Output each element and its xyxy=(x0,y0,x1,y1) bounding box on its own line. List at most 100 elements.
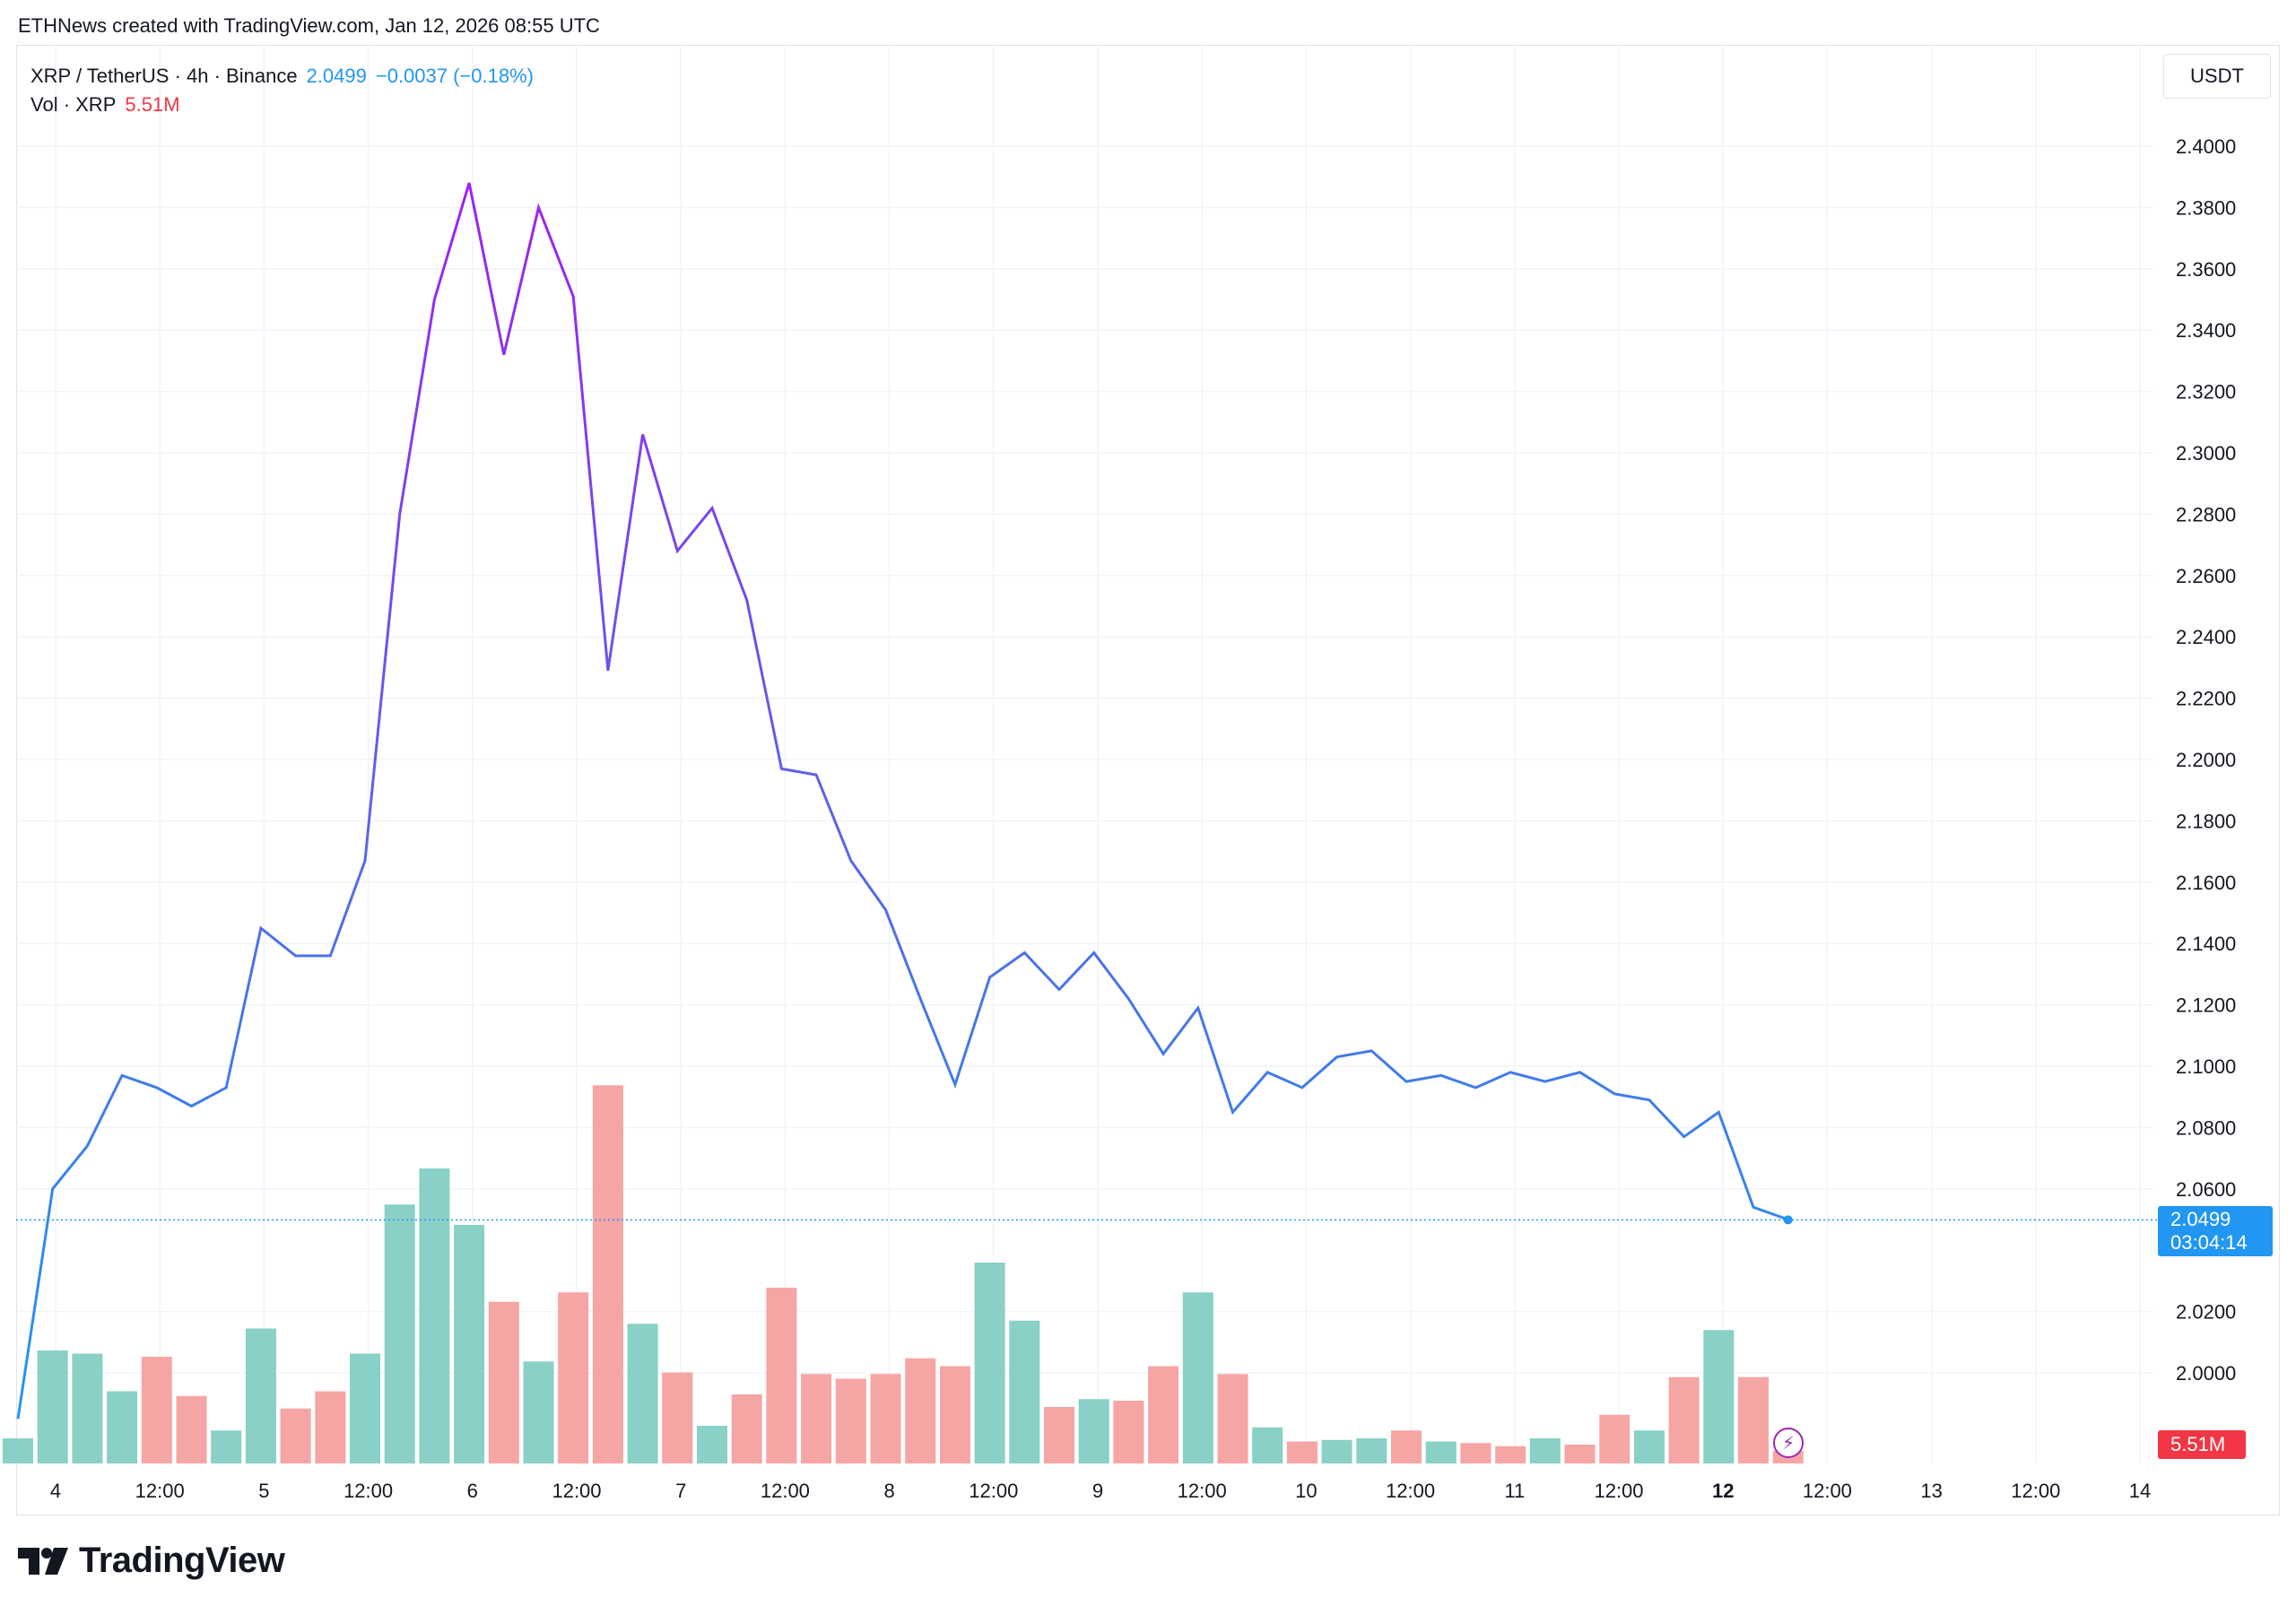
price-axis-label: 2.3400 xyxy=(2176,319,2236,342)
volume-bar xyxy=(1217,1374,1248,1463)
price-axis-label: 2.0000 xyxy=(2176,1362,2236,1385)
volume-bar xyxy=(731,1394,762,1463)
volume-bar xyxy=(1425,1441,1457,1463)
volume-bar xyxy=(1356,1438,1387,1463)
time-axis-label: 6 xyxy=(467,1480,478,1502)
volume-bar xyxy=(72,1353,103,1463)
volume-bar xyxy=(801,1374,832,1463)
volume-bar xyxy=(350,1353,380,1463)
volume-bar xyxy=(107,1391,138,1463)
price-axis-label: 2.3600 xyxy=(2176,258,2236,281)
volume-bar xyxy=(627,1324,658,1463)
volume-bar xyxy=(1044,1407,1074,1463)
time-axis-label: 7 xyxy=(675,1480,686,1502)
price-axis-label: 2.2400 xyxy=(2176,626,2236,648)
price-axis-label: 2.2800 xyxy=(2176,503,2236,525)
volume-bar xyxy=(280,1408,311,1463)
volume-bar xyxy=(141,1357,172,1463)
time-axis-label: 12:00 xyxy=(1178,1480,1227,1502)
chart-credit: ETHNews created with TradingView.com, Ja… xyxy=(18,14,600,37)
legend-volume-value: 5.51M xyxy=(125,93,180,116)
last-price-value: 2.0499 xyxy=(2170,1208,2231,1230)
volume-bar xyxy=(697,1426,727,1463)
price-axis-label: 2.1800 xyxy=(2176,810,2236,832)
currency-button[interactable]: USDT xyxy=(2163,54,2271,99)
tradingview-logo[interactable]: TradingView xyxy=(18,1541,285,1581)
volume-bar xyxy=(1182,1292,1213,1463)
price-axis-label: 2.2000 xyxy=(2176,749,2236,771)
volume-bar xyxy=(419,1168,450,1463)
volume-bar xyxy=(37,1350,68,1463)
legend-price: 2.0499 xyxy=(306,65,367,87)
volume-bar xyxy=(1391,1430,1422,1463)
price-axis-label: 2.0800 xyxy=(2176,1116,2236,1139)
flash-icon[interactable]: ⚡ xyxy=(1773,1428,1804,1458)
volume-bar xyxy=(939,1366,970,1463)
volume-bar xyxy=(1113,1401,1144,1463)
time-axis-label: 12:00 xyxy=(344,1480,393,1502)
volume-bar xyxy=(905,1358,936,1463)
time-axis-label: 12:00 xyxy=(552,1480,601,1502)
price-axis-label: 2.1000 xyxy=(2176,1055,2236,1078)
time-axis-label: 12:00 xyxy=(761,1480,810,1502)
price-axis-label: 2.3800 xyxy=(2176,196,2236,219)
legend-symbol: XRP / TetherUS · 4h · Binance xyxy=(30,65,298,87)
volume-bar xyxy=(1738,1376,1769,1463)
volume-bar xyxy=(662,1372,693,1463)
time-axis-label: 5 xyxy=(258,1480,269,1502)
volume-bar xyxy=(1599,1414,1631,1463)
volume-bar xyxy=(558,1292,589,1463)
time-axis-label: 12:00 xyxy=(1594,1480,1643,1502)
volume-bar xyxy=(1633,1430,1665,1463)
volume-bar xyxy=(974,1263,1005,1463)
volume-bar xyxy=(1668,1376,1700,1463)
tradingview-logo-text: TradingView xyxy=(79,1541,285,1580)
volume-bars xyxy=(3,1085,1804,1463)
volume-bar xyxy=(1703,1330,1735,1463)
price-axis-label: 2.3000 xyxy=(2176,442,2236,465)
last-price-tag: 2.0499 03:04:14 xyxy=(2158,1206,2273,1256)
volume-bar xyxy=(454,1225,485,1463)
time-axis-label: 9 xyxy=(1092,1480,1103,1502)
volume-bar xyxy=(1286,1441,1318,1463)
time-axis-label: 12:00 xyxy=(969,1480,1018,1502)
volume-bar xyxy=(523,1361,554,1463)
volume-bar xyxy=(176,1395,207,1463)
price-axis-label: 2.4000 xyxy=(2176,135,2236,158)
volume-bar xyxy=(211,1430,242,1463)
price-axis-label: 2.1600 xyxy=(2176,872,2236,894)
legend-change: −0.0037 (−0.18%) xyxy=(375,65,534,87)
time-axis-label: 4 xyxy=(50,1480,61,1502)
time-axis-label: 8 xyxy=(883,1480,894,1502)
last-price-dot xyxy=(1783,1215,1793,1225)
price-axis-label: 2.0200 xyxy=(2176,1301,2236,1324)
price-axis: 2.4000 2.3800 2.3600 2.3400 2.3200 2.3000 2.28… xyxy=(2176,135,2236,1385)
volume-bar xyxy=(1495,1446,1526,1463)
volume-bar xyxy=(835,1378,866,1463)
legend-volume-row[interactable]: Vol · XRP 5.51M xyxy=(30,93,180,117)
price-axis-label: 2.2200 xyxy=(2176,688,2236,710)
volume-bar xyxy=(488,1301,519,1463)
time-axis-label: 12:00 xyxy=(1803,1480,1852,1502)
price-axis-label: 2.2600 xyxy=(2176,565,2236,587)
volume-bar xyxy=(1009,1320,1040,1463)
chart-grid xyxy=(16,47,2152,1463)
price-axis-label: 2.1400 xyxy=(2176,933,2236,955)
last-volume-tag: 5.51M xyxy=(2158,1430,2246,1459)
volume-bar xyxy=(592,1085,623,1463)
volume-bar xyxy=(3,1438,33,1463)
time-axis-label: 12:00 xyxy=(1386,1480,1435,1502)
volume-bar xyxy=(870,1374,901,1463)
volume-bar xyxy=(1564,1445,1596,1463)
legend-symbol-row[interactable]: XRP / TetherUS · 4h · Binance 2.0499 −0.00… xyxy=(30,65,534,88)
volume-bar xyxy=(1078,1399,1109,1463)
time-axis-label: 14 xyxy=(2129,1480,2151,1502)
time-axis-label: 10 xyxy=(1295,1480,1317,1502)
legend-volume-label: Vol · XRP xyxy=(30,93,117,116)
time-axis-label: 12:00 xyxy=(135,1480,185,1502)
volume-bar xyxy=(245,1328,276,1463)
bar-countdown: 03:04:14 xyxy=(2170,1231,2248,1254)
price-axis-label: 2.0600 xyxy=(2176,1178,2236,1201)
volume-bar xyxy=(315,1391,346,1463)
